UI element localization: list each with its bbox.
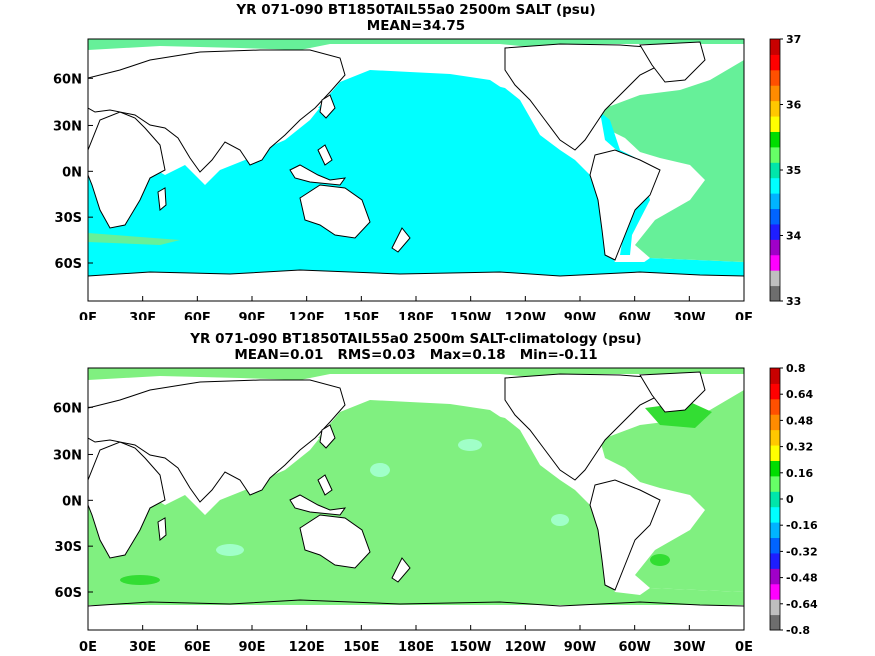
colorbar-segment	[770, 568, 780, 585]
colorbar-segment	[770, 177, 780, 194]
colorbar-segment	[770, 368, 780, 384]
colorbar-label: 37	[786, 33, 801, 46]
lon-label: 120E	[289, 311, 325, 320]
lon-label: 0E	[735, 311, 753, 320]
lon-label: 150E	[343, 311, 379, 320]
top-salinity-field	[88, 39, 744, 301]
colorbar-segment	[770, 383, 780, 400]
lat-label: 30S	[55, 540, 82, 555]
lon-label: 60E	[184, 640, 211, 655]
lat-label: 30N	[53, 119, 82, 134]
colorbar-segment	[770, 599, 780, 616]
colorbar-label: 0	[786, 493, 794, 506]
bottom-anomaly-field	[88, 368, 744, 630]
lat-label: 60N	[53, 401, 82, 416]
colorbar-segment	[770, 116, 780, 132]
bottom-axes: 60N 30N 0N 30S 60S 0E 30E 60E 90E 120E 150E 180E 150…	[53, 401, 753, 655]
colorbar-segment	[770, 208, 780, 225]
lon-label: 30E	[129, 311, 156, 320]
top-coastlines	[88, 41, 744, 277]
colorbar-segment	[770, 100, 780, 117]
lat-label: 30S	[55, 211, 82, 226]
colorbar-label: -0.48	[786, 572, 818, 585]
lat-label: 0N	[62, 494, 82, 509]
bottom-subtitle: MEAN=0.01 RMS=0.03 Max=0.18 Min=-0.11	[234, 347, 598, 363]
colorbar-segment	[770, 239, 780, 256]
colorbar-segment	[770, 85, 780, 102]
colorbar-label: -0.16	[786, 519, 818, 532]
colorbar-segment	[770, 491, 780, 508]
lon-label: 0E	[79, 640, 97, 655]
bottom-colorbar: 0.8 0.64 0.48 0.32 0.16 0 -0.16 -0.32 -0.48 -0.64…	[769, 362, 818, 637]
colorbar-label: 34	[786, 230, 802, 243]
lon-label: 30W	[673, 640, 705, 655]
lon-label: 0E	[735, 640, 753, 655]
colorbar-label: 0.64	[786, 388, 813, 401]
bottom-title: YR 071-090 BT1850TAIL55a0 2500m SALT-cli…	[190, 331, 642, 347]
lon-label: 150W	[450, 640, 491, 655]
colorbar-label: -0.32	[786, 545, 818, 558]
colorbar-label: 35	[786, 164, 801, 177]
lon-label: 120W	[505, 311, 546, 320]
colorbar-segment	[770, 429, 780, 446]
lon-label: 180E	[398, 311, 434, 320]
bottom-coastlines	[88, 371, 744, 607]
lon-label: 60W	[618, 311, 650, 320]
colorbar-segment	[770, 162, 780, 179]
colorbar-segment	[770, 223, 780, 240]
colorbar-label: 36	[786, 99, 802, 112]
colorbar-label: -0.64	[786, 598, 818, 611]
colorbar-segment	[770, 270, 780, 287]
colorbar-segment	[770, 193, 780, 210]
top-map: 60N 30N 0N 30S 60S 0E 30E 60E 90E 120E 150E 180E 150…	[53, 33, 802, 320]
lat-label: 0N	[62, 165, 82, 180]
lon-label: 90W	[564, 640, 596, 655]
colorbar-label: 33	[786, 295, 801, 308]
lon-label: 30W	[673, 311, 705, 320]
colorbar-segment	[770, 583, 780, 600]
lon-label: 60E	[184, 311, 211, 320]
top-title: YR 071-090 BT1850TAIL55a0 2500m SALT (ps…	[236, 2, 596, 18]
colorbar-segment	[770, 131, 780, 148]
top-subtitle: MEAN=34.75	[366, 18, 466, 34]
top-colorbar: 37 36 35 34 33	[769, 33, 802, 308]
lat-label: 30N	[53, 448, 82, 463]
lon-label: 90E	[239, 640, 266, 655]
colorbar-segment	[770, 39, 780, 55]
colorbar-segment	[770, 475, 780, 492]
top-axes: 60N 30N 0N 30S 60S 0E 30E 60E 90E 120E 150E 180E 150…	[53, 72, 753, 320]
colorbar-segment	[770, 398, 780, 415]
colorbar-label: 0.48	[786, 414, 813, 427]
lon-label: 90E	[239, 311, 266, 320]
lon-label: 120W	[505, 640, 546, 655]
lon-label: 0E	[79, 311, 97, 320]
lat-label: 60N	[53, 72, 82, 87]
colorbar-segment	[770, 506, 780, 523]
colorbar-segment	[770, 285, 780, 302]
lon-label: 120E	[289, 640, 325, 655]
lon-label: 90W	[564, 311, 596, 320]
colorbar-segment	[770, 522, 780, 539]
lon-label: 60W	[618, 640, 650, 655]
colorbar-label: 0.16	[786, 467, 813, 480]
lon-label: 150W	[450, 311, 491, 320]
colorbar-segment	[770, 552, 780, 569]
colorbar-label: 0.32	[786, 441, 813, 454]
lon-label: 180E	[398, 640, 434, 655]
colorbar-segment	[770, 445, 780, 461]
colorbar-segment	[770, 614, 780, 631]
colorbar-label: -0.8	[786, 624, 810, 637]
colorbar-segment	[770, 69, 780, 86]
lon-label: 30E	[129, 640, 156, 655]
lat-label: 60S	[55, 586, 82, 601]
lat-label: 60S	[55, 257, 82, 272]
colorbar-segment	[770, 537, 780, 554]
colorbar-segment	[770, 414, 780, 431]
lon-label: 150E	[343, 640, 379, 655]
colorbar-segment	[770, 460, 780, 477]
colorbar-segment	[770, 146, 780, 163]
colorbar-segment	[770, 254, 780, 271]
colorbar-label: 0.8	[786, 362, 806, 375]
colorbar-segment	[770, 54, 780, 71]
